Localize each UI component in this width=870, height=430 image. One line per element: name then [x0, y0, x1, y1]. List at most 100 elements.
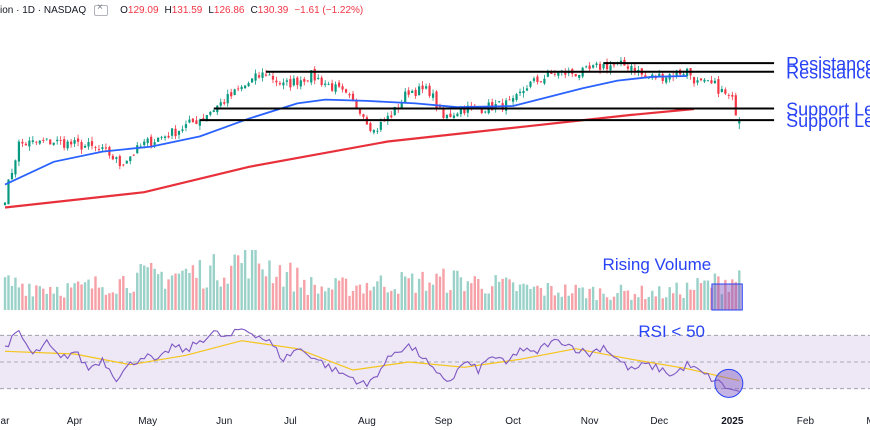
candle[interactable] [118, 156, 121, 167]
candle[interactable] [125, 160, 128, 164]
candle[interactable] [337, 82, 341, 87]
candle[interactable] [219, 102, 222, 106]
candle[interactable] [184, 124, 188, 128]
candle[interactable] [90, 141, 94, 146]
candle[interactable] [574, 73, 577, 77]
candle[interactable] [532, 78, 536, 81]
candle[interactable] [129, 156, 132, 162]
candle[interactable] [233, 89, 236, 96]
candle[interactable] [49, 139, 52, 145]
candle[interactable] [139, 146, 142, 148]
candle[interactable] [658, 73, 661, 78]
candle[interactable] [710, 80, 713, 84]
candle[interactable] [369, 123, 372, 131]
candle[interactable] [484, 111, 487, 113]
candle[interactable] [97, 149, 101, 150]
candle[interactable] [209, 111, 212, 115]
candle[interactable] [713, 80, 717, 84]
candle[interactable] [407, 90, 410, 95]
candle[interactable] [411, 90, 414, 93]
candle[interactable] [296, 77, 299, 86]
candle[interactable] [633, 67, 636, 73]
candle[interactable] [418, 86, 421, 96]
candle[interactable] [626, 66, 630, 69]
candle[interactable] [456, 113, 459, 117]
candle[interactable] [24, 143, 27, 146]
candle[interactable] [3, 202, 7, 206]
candle[interactable] [7, 179, 10, 205]
candle[interactable] [157, 137, 160, 142]
candle[interactable] [35, 141, 38, 143]
candle[interactable] [257, 75, 261, 78]
candle[interactable] [529, 81, 532, 87]
candle[interactable] [143, 141, 146, 146]
candle[interactable] [376, 130, 379, 132]
candle[interactable] [438, 106, 442, 108]
candle[interactable] [153, 142, 156, 145]
candle[interactable] [21, 141, 24, 144]
candle[interactable] [511, 98, 515, 102]
candle[interactable] [682, 74, 685, 76]
candle[interactable] [244, 85, 247, 89]
candle[interactable] [480, 107, 483, 113]
candle[interactable] [310, 70, 313, 83]
candle[interactable] [122, 164, 125, 166]
candle[interactable] [431, 93, 435, 98]
candle[interactable] [177, 130, 181, 135]
candle[interactable] [404, 91, 407, 103]
candle[interactable] [344, 89, 348, 93]
candle[interactable] [59, 140, 62, 141]
candle[interactable] [331, 83, 334, 91]
candle[interactable] [578, 74, 581, 78]
candle[interactable] [327, 84, 330, 85]
candle[interactable] [313, 68, 316, 81]
candle[interactable] [341, 86, 344, 90]
candle[interactable] [348, 94, 351, 96]
candle[interactable] [278, 83, 282, 85]
candle[interactable] [463, 107, 466, 114]
candle[interactable] [56, 139, 59, 142]
candle[interactable] [546, 72, 549, 77]
candle[interactable] [292, 78, 295, 86]
candle[interactable] [160, 136, 163, 138]
candle[interactable] [644, 75, 647, 78]
candle[interactable] [73, 140, 76, 144]
candle[interactable] [703, 79, 706, 82]
candle[interactable] [31, 140, 34, 142]
candle[interactable] [101, 147, 104, 149]
candle[interactable] [706, 80, 710, 82]
candle[interactable] [205, 115, 208, 120]
candle[interactable] [598, 63, 602, 70]
candle[interactable] [550, 72, 553, 74]
candle[interactable] [619, 60, 623, 63]
candle[interactable] [250, 78, 254, 83]
candle[interactable] [275, 80, 278, 83]
candle[interactable] [585, 66, 588, 68]
candle[interactable] [66, 141, 69, 149]
candle[interactable] [289, 79, 292, 88]
candle[interactable] [202, 118, 205, 119]
candle[interactable] [80, 142, 83, 150]
candle[interactable] [675, 70, 678, 77]
candle[interactable] [174, 128, 177, 137]
candle[interactable] [362, 114, 365, 117]
candle[interactable] [17, 141, 21, 162]
candle[interactable] [261, 72, 264, 78]
candle[interactable] [612, 64, 616, 66]
candle[interactable] [170, 128, 174, 136]
candle[interactable] [226, 94, 229, 104]
candle[interactable] [268, 74, 271, 76]
candle[interactable] [442, 107, 445, 118]
candle[interactable] [83, 145, 87, 148]
candle[interactable] [334, 84, 337, 92]
candle[interactable] [195, 120, 198, 125]
candle[interactable] [734, 95, 737, 116]
candle[interactable] [355, 100, 358, 108]
candle[interactable] [630, 65, 633, 71]
candle[interactable] [699, 78, 703, 81]
candle[interactable] [254, 73, 257, 81]
candle[interactable] [543, 78, 546, 84]
candle[interactable] [379, 122, 382, 130]
candle[interactable] [63, 139, 66, 148]
